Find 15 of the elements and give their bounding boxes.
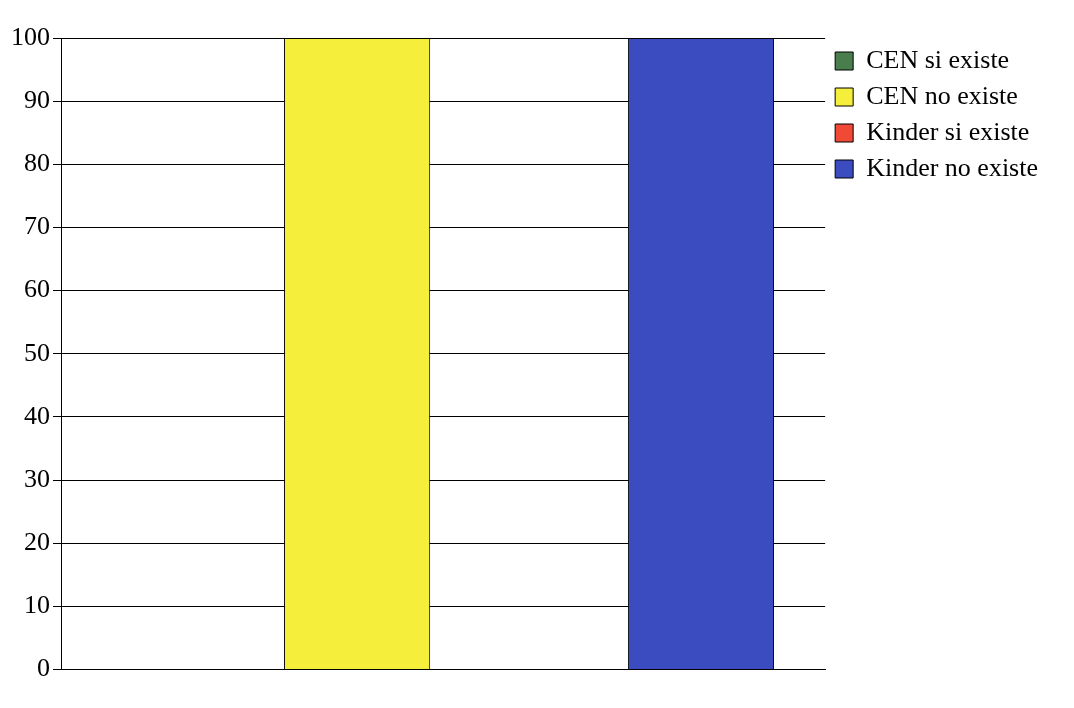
y-tick-label: 10 — [24, 590, 50, 620]
y-tick-label: 70 — [24, 211, 50, 241]
legend-label: CEN si existe — [866, 44, 1010, 74]
y-tick-label: 0 — [37, 653, 50, 683]
y-tick-label: 40 — [24, 400, 50, 430]
y-tick-label: 30 — [24, 463, 50, 493]
y-tick-label: 100 — [11, 21, 50, 51]
y-tick-label: 50 — [24, 337, 50, 367]
y-tick-label: 80 — [24, 148, 50, 178]
y-tick-label: 60 — [24, 274, 50, 304]
legend-label: Kinder no existe — [866, 152, 1038, 182]
y-tick-label: 90 — [24, 84, 50, 114]
y-tick-label: 20 — [24, 527, 50, 557]
legend-label: Kinder si existe — [866, 116, 1030, 146]
legend-label: CEN no existe — [866, 80, 1018, 110]
